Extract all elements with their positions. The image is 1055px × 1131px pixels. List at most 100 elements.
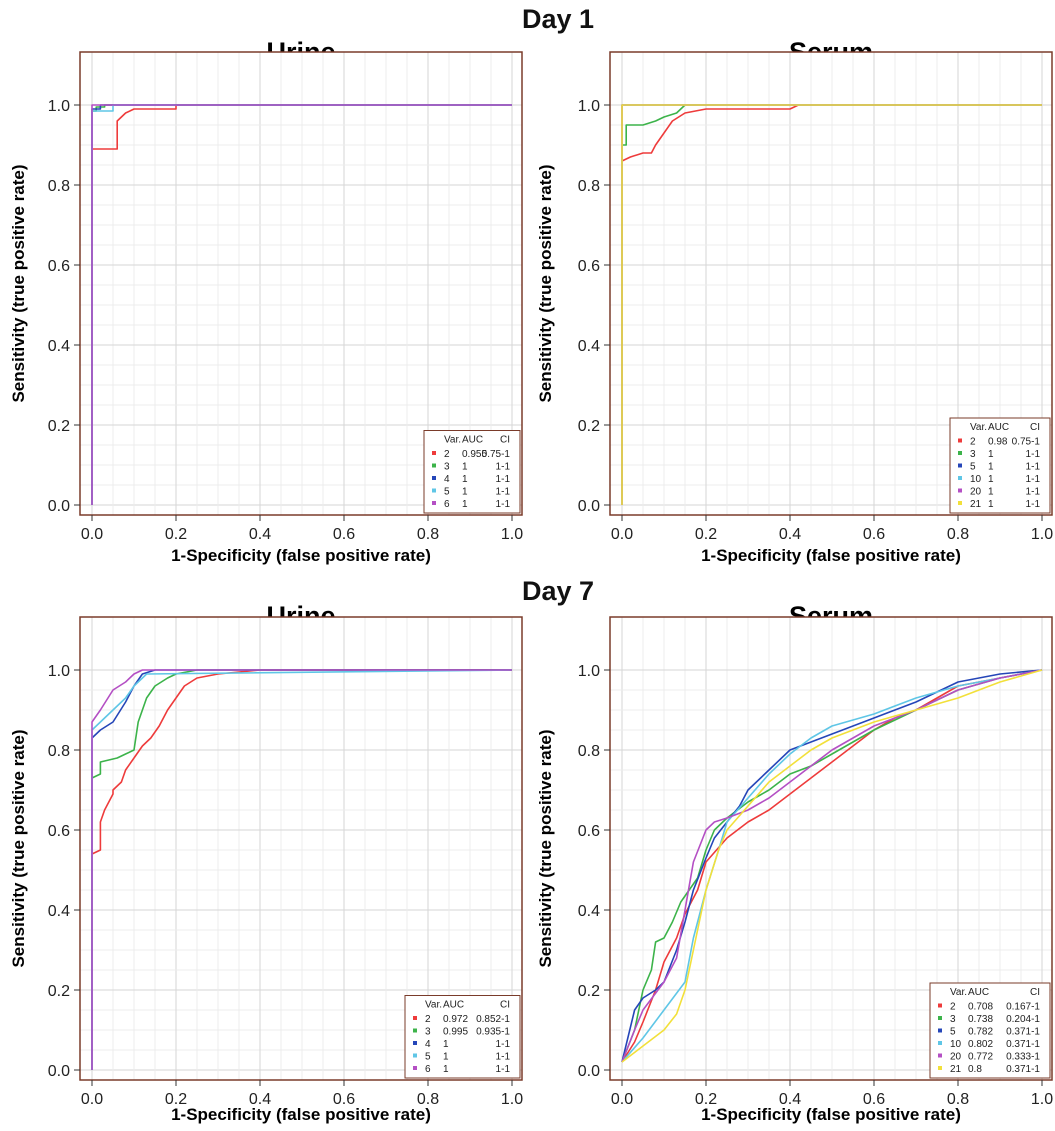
y-tick-label: 0.2	[48, 983, 70, 1000]
y-tick-label: 0.4	[48, 903, 70, 920]
legend: Var. AUC CI 2 0.708 0.167-1 3 0.738 0.204-1 5 0.78…	[929, 982, 1051, 1079]
legend-swatch-3	[432, 463, 436, 468]
x-tick-label: 0.6	[333, 1091, 355, 1108]
legend-auc-21: 0.8	[968, 1064, 982, 1075]
legend-auc-2: 0.98	[988, 437, 1008, 448]
legend-var-6: 6	[444, 499, 450, 510]
y-tick-label: 1.0	[578, 98, 600, 115]
legend-auc-2: 0.972	[443, 1014, 468, 1025]
legend-header-0: Var.	[950, 987, 967, 998]
x-tick-label: 0.0	[81, 526, 103, 543]
legend-ci-3: 0.935-1	[476, 1027, 510, 1038]
legend-header-1: AUC	[443, 1000, 464, 1011]
legend-header-2: CI	[500, 1000, 510, 1011]
y-axis-label: Sensitivity (true positive rate)	[9, 164, 28, 402]
legend-auc-5: 1	[988, 462, 994, 473]
series-line-6	[91, 669, 512, 1070]
legend-auc-3: 1	[462, 462, 468, 473]
legend-var-4: 4	[425, 1039, 431, 1050]
legend-ci-6: 1-1	[496, 1064, 511, 1075]
x-tick-label: 0.0	[81, 1091, 103, 1108]
legend-var-5: 5	[970, 462, 976, 473]
series-line-6	[91, 104, 512, 505]
legend-box	[423, 430, 521, 514]
series-line-2	[621, 104, 1042, 505]
x-tick-label: 0.0	[611, 1091, 633, 1108]
legend-swatch-2	[432, 451, 436, 455]
legend-ci-5: 1-1	[496, 1052, 511, 1063]
series-line-2	[621, 669, 1043, 1063]
legend-ci-2: 0.167-1	[1006, 1002, 1040, 1013]
legend-swatch-10	[958, 476, 962, 480]
legend-header-0: Var.	[970, 422, 987, 433]
legend-var-20: 20	[970, 487, 982, 498]
legend-swatch-5	[958, 463, 962, 468]
legend-header-2: CI	[1030, 987, 1040, 998]
x-tick-label: 0.4	[249, 1091, 271, 1108]
legend-ci-2: 0.852-1	[476, 1014, 510, 1025]
legend-ci-3: 1-1	[496, 462, 511, 473]
series-line-3	[621, 104, 1042, 505]
x-tick-label: 0.4	[779, 1091, 801, 1108]
legend-auc-21: 1	[988, 499, 994, 510]
plot-frame	[609, 616, 1053, 1081]
legend-swatch-5	[938, 1028, 942, 1033]
x-tick-label: 0.8	[417, 1091, 439, 1108]
y-tick-label: 0.0	[578, 498, 600, 515]
legend-swatch-21	[958, 501, 962, 505]
y-axis-label: Sensitivity (true positive rate)	[536, 164, 555, 402]
legend-header-2: CI	[1030, 422, 1040, 433]
chart-day1-urine: Urine0.00.20.40.60.81.00.00.20.40.60.81.…	[9, 37, 523, 565]
legend-header-0: Var.	[444, 435, 461, 446]
legend-ci-2: 0.75-1	[1012, 437, 1041, 448]
y-tick-label: 1.0	[48, 663, 70, 680]
series-line-3	[91, 669, 512, 1070]
legend-header-1: AUC	[988, 422, 1009, 433]
y-axis-label: Sensitivity (true positive rate)	[536, 729, 555, 967]
y-tick-label: 0.8	[48, 743, 70, 760]
legend-box	[404, 995, 521, 1079]
series-line-2	[91, 104, 512, 505]
legend-auc-5: 1	[443, 1052, 449, 1063]
legend-var-2: 2	[425, 1014, 431, 1025]
x-tick-label: 1.0	[501, 1091, 523, 1108]
y-tick-label: 0.8	[578, 178, 600, 195]
legend-swatch-6	[432, 501, 436, 505]
y-tick-label: 0.6	[578, 823, 600, 840]
legend-var-10: 10	[970, 474, 982, 485]
legend-var-3: 3	[950, 1014, 956, 1025]
legend-auc-6: 1	[462, 499, 468, 510]
legend-var-2: 2	[444, 449, 450, 460]
legend-box	[949, 417, 1051, 514]
y-tick-label: 0.2	[578, 418, 600, 435]
legend-swatch-20	[958, 488, 962, 493]
legend-var-21: 21	[950, 1064, 962, 1075]
x-tick-label: 0.8	[947, 1091, 969, 1108]
y-tick-label: 0.4	[578, 903, 600, 920]
x-tick-label: 0.2	[165, 1091, 187, 1108]
legend-auc-2: 0.955	[462, 449, 487, 460]
legend-swatch-21	[938, 1066, 942, 1070]
legend-ci-21: 0.371-1	[1006, 1064, 1040, 1075]
legend-ci-21: 1-1	[1026, 499, 1041, 510]
legend-ci-4: 1-1	[496, 474, 511, 485]
legend-ci-10: 1-1	[1026, 474, 1041, 485]
series-line-5	[91, 669, 513, 1070]
legend-ci-6: 1-1	[496, 499, 511, 510]
y-tick-label: 0.0	[578, 1063, 600, 1080]
series-line-2	[91, 669, 512, 1070]
x-tick-label: 0.4	[779, 526, 801, 543]
series-line-21	[621, 104, 1042, 505]
series-line-21	[621, 669, 1043, 1063]
day1-title: Day 1	[521, 4, 595, 34]
legend-ci-10: 0.371-1	[1006, 1039, 1040, 1050]
legend-header-2: CI	[500, 435, 510, 446]
y-tick-label: 1.0	[578, 663, 600, 680]
legend-header-0: Var.	[425, 1000, 442, 1011]
legend-auc-2: 0.708	[968, 1002, 993, 1013]
legend-var-20: 20	[950, 1052, 962, 1063]
legend-ci-5: 0.371-1	[1006, 1027, 1040, 1038]
series-line-4	[91, 669, 512, 1070]
legend-var-2: 2	[970, 437, 976, 448]
legend-var-2: 2	[950, 1002, 956, 1013]
